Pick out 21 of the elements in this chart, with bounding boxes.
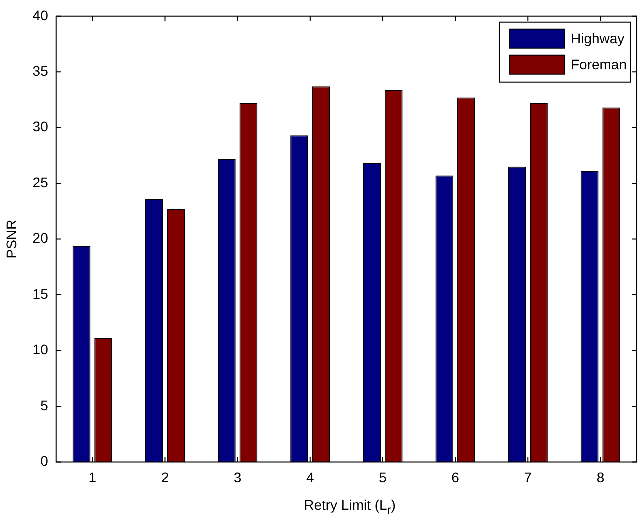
legend-label: Highway: [570, 30, 625, 46]
x-tick-label: 8: [596, 469, 605, 486]
y-tick-label: 10: [32, 342, 49, 358]
x-tick-label: 4: [306, 469, 314, 486]
y-tick-label: 5: [40, 397, 49, 414]
y-tick-label: 0: [40, 453, 49, 470]
x-tick-label: 1: [88, 469, 97, 486]
y-tick-label: 15: [32, 286, 49, 302]
x-axis-title: Retry Limit (L$_{r}$): [303, 497, 397, 517]
y-tick-label: 25: [32, 174, 49, 190]
x-tick-label: 6: [452, 469, 460, 486]
legend-label: Foreman: [570, 56, 628, 72]
y-axis-title: PSNR: [3, 220, 20, 259]
x-tick-label: 2: [161, 469, 170, 486]
y-tick-label: 20: [32, 230, 49, 246]
x-tick-label: 3: [234, 469, 242, 486]
y-tick-label: 30: [32, 118, 49, 135]
y-tick-label: 40: [32, 7, 49, 24]
x-tick-label: 7: [524, 469, 532, 486]
y-tick-label: 35: [32, 62, 49, 79]
x-tick-label: 5: [379, 469, 388, 486]
